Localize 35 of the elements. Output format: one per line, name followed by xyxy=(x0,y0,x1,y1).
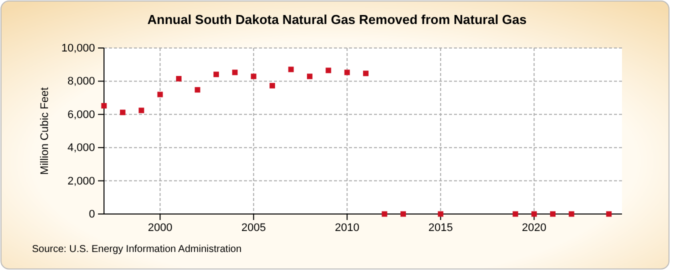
point xyxy=(288,66,294,72)
y-tick-label: 4,000 xyxy=(67,142,95,154)
point xyxy=(326,68,332,74)
point xyxy=(550,211,556,217)
chart-title: Annual South Dakota Natural Gas Removed from Natural Gas xyxy=(147,12,527,27)
source-note: Source: U.S. Energy Information Administration xyxy=(32,244,242,255)
x-tick-label: 2015 xyxy=(428,222,453,234)
point xyxy=(213,72,219,78)
point xyxy=(512,211,518,217)
point xyxy=(400,211,406,217)
y-axis-title: Million Cubic Feet xyxy=(39,87,51,175)
point xyxy=(101,103,107,109)
point xyxy=(306,74,312,80)
point xyxy=(344,70,350,76)
x-tick-label: 2020 xyxy=(522,222,546,234)
point xyxy=(138,108,144,114)
point xyxy=(270,82,276,88)
point xyxy=(120,110,126,116)
y-tick-label: 0 xyxy=(88,208,95,221)
x-tick-label: 2010 xyxy=(334,222,360,234)
point xyxy=(363,70,369,76)
point xyxy=(176,76,182,82)
y-tick-label: 10,000 xyxy=(61,42,95,55)
x-tick-label: 2005 xyxy=(241,222,266,234)
point xyxy=(531,211,537,217)
point xyxy=(157,92,163,98)
point xyxy=(194,87,200,93)
point xyxy=(606,211,612,217)
point xyxy=(438,211,444,217)
x-tick-label: 2000 xyxy=(148,222,172,234)
y-tick-label: 2,000 xyxy=(67,175,95,188)
y-tick-label: 8,000 xyxy=(67,76,95,88)
point xyxy=(232,70,238,76)
y-tick-label: 6,000 xyxy=(67,108,95,121)
point xyxy=(250,74,256,80)
